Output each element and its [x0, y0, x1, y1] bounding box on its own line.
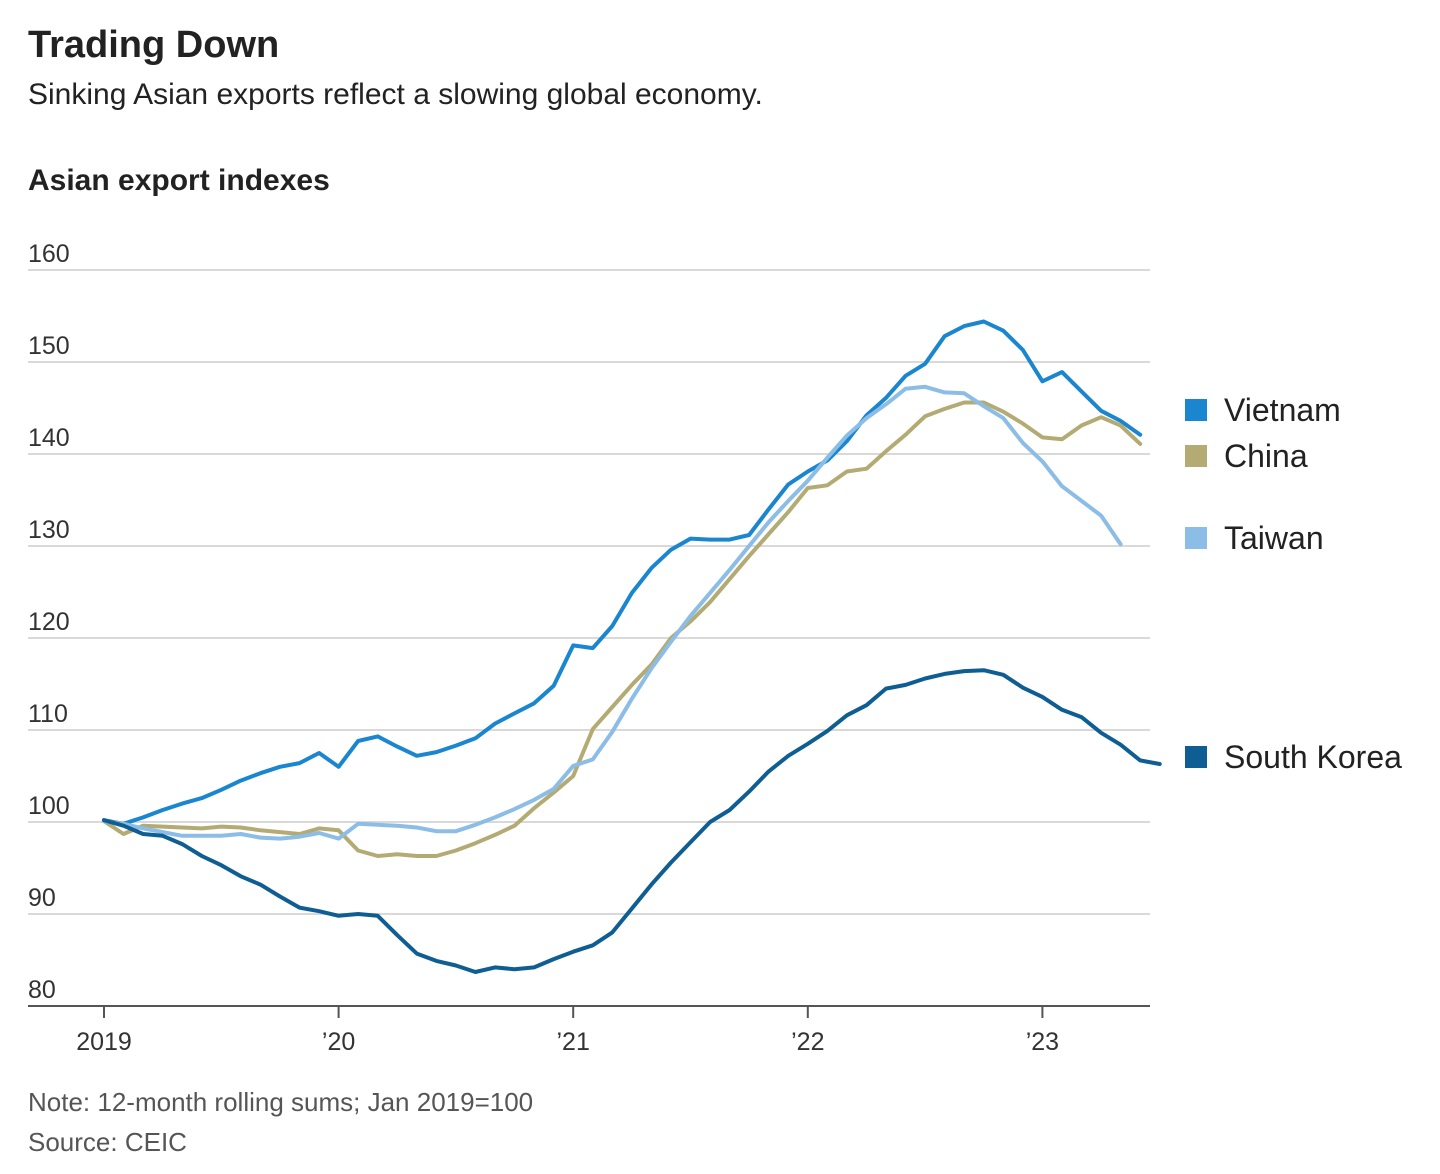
- series-line-china: [102, 400, 1143, 858]
- x-tick-label-0: 2019: [76, 1028, 132, 1056]
- series-line-vietnam: [102, 319, 1143, 826]
- y-tick-label-120: 120: [28, 608, 70, 636]
- x-tick-label-12: ’20: [322, 1028, 355, 1056]
- gridlines: [28, 269, 1150, 915]
- y-tick-label-90: 90: [28, 884, 56, 912]
- x-tick-label-24: ’21: [557, 1028, 590, 1056]
- legend-swatch-china: [1185, 445, 1207, 467]
- y-tick-label-80: 80: [28, 976, 56, 1004]
- chart-note: Note: 12-month rolling sums; Jan 2019=10…: [28, 1087, 534, 1117]
- legend-swatch-vietnam: [1185, 399, 1207, 421]
- y-tick-label-100: 100: [28, 792, 70, 820]
- legend-label-vietnam: Vietnam: [1224, 392, 1341, 428]
- y-tick-label-130: 130: [28, 516, 70, 544]
- chart-heading: Trading Down: [28, 24, 280, 66]
- series-line-taiwan: [102, 384, 1123, 841]
- y-tick-label-140: 140: [28, 424, 70, 452]
- legend-label-taiwan: Taiwan: [1224, 520, 1324, 556]
- x-tick-label-36: ’22: [791, 1028, 824, 1056]
- legend-label-south-korea: South Korea: [1224, 739, 1402, 775]
- series-lines: [102, 319, 1162, 974]
- x-tick-label-48: ’23: [1026, 1028, 1059, 1056]
- series-line-south-korea: [102, 668, 1162, 974]
- y-tick-label-160: 160: [28, 240, 70, 268]
- chart-title: Asian export indexes: [28, 164, 330, 197]
- chart-source: Source: CEIC: [28, 1127, 187, 1157]
- legend: Vietnam China Taiwan South Korea: [1185, 392, 1402, 775]
- y-tick-label-150: 150: [28, 332, 70, 360]
- y-axis-labels: 160 150 140 130 120 110 100 90 80: [28, 240, 70, 1004]
- chart-subheading: Sinking Asian exports reflect a slowing …: [28, 78, 763, 111]
- x-axis: 2019 ’20 ’21 ’22 ’23: [28, 1005, 1150, 1056]
- y-tick-label-110: 110: [28, 700, 68, 728]
- legend-swatch-south-korea: [1185, 746, 1207, 768]
- legend-swatch-taiwan: [1185, 527, 1207, 549]
- legend-label-china: China: [1224, 438, 1308, 474]
